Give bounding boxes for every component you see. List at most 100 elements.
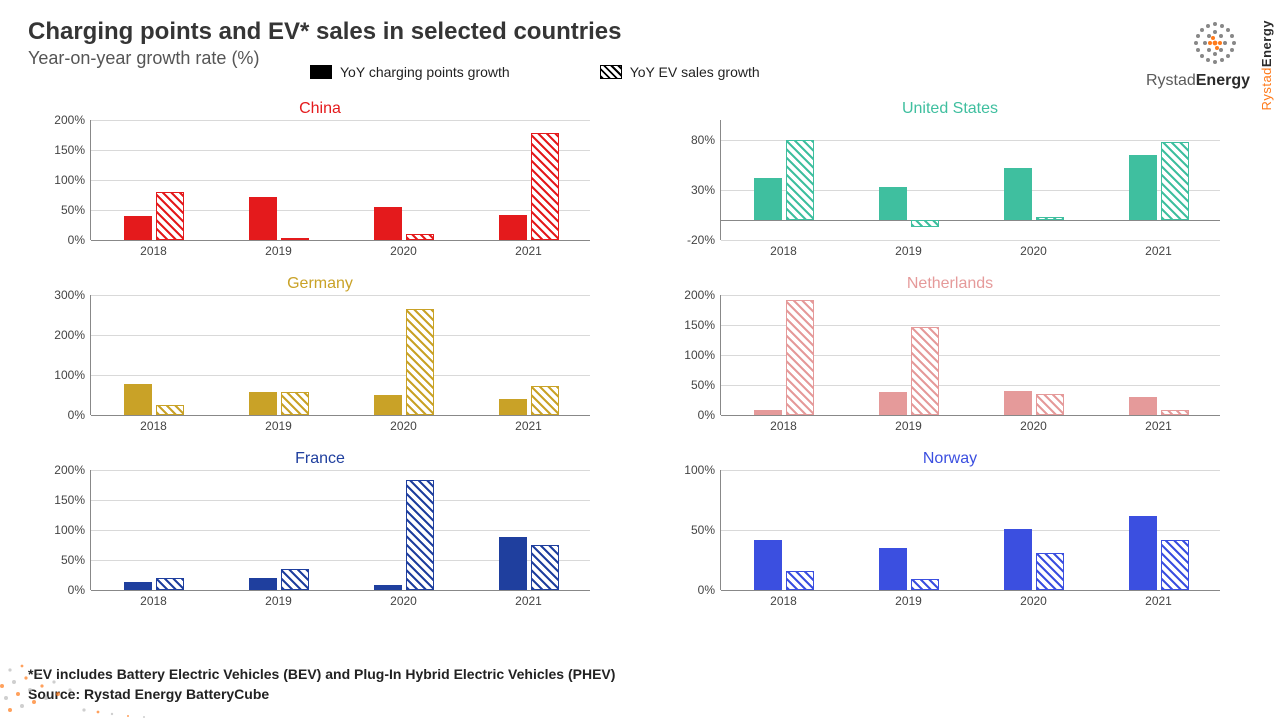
y-tick-label: 100% [684, 463, 721, 477]
y-tick-label: 0% [68, 583, 91, 597]
y-tick-label: 200% [54, 113, 91, 127]
y-tick-label: 100% [54, 173, 91, 187]
bar-charging-points [879, 392, 907, 415]
bar-charging-points [879, 187, 907, 220]
x-tick-label: 2021 [515, 415, 542, 433]
bar-group [879, 187, 939, 220]
bar-charging-points [754, 540, 782, 590]
bar-ev-sales [156, 192, 184, 240]
bar-ev-sales [156, 405, 184, 415]
gridline [721, 295, 1220, 296]
bar-group [1129, 142, 1189, 220]
globe-icon [1180, 14, 1250, 70]
page-title: Charging points and EV* sales in selecte… [28, 18, 1252, 46]
y-tick-label: 100% [684, 348, 721, 362]
plot-area: -20%30%80%2018201920202021 [720, 120, 1220, 240]
bar-charging-points [1129, 516, 1157, 590]
charts-grid: China0%50%100%150%200%2018201920202021Un… [40, 100, 1250, 615]
plot-area: 0%50%100%150%200%2018201920202021 [90, 120, 590, 240]
bar-charging-points [1004, 529, 1032, 590]
x-tick-label: 2020 [390, 590, 417, 608]
x-tick-label: 2018 [140, 590, 167, 608]
dots-deco-icon [0, 610, 220, 720]
source-line: Source: Rystad Energy BatteryCube [28, 686, 269, 702]
bar-charging-points [374, 207, 402, 240]
x-tick-label: 2019 [265, 415, 292, 433]
bar-group [124, 192, 184, 240]
bar-group [1129, 397, 1189, 415]
bar-group [499, 537, 559, 590]
legend-label-hatch: YoY EV sales growth [630, 64, 760, 80]
bar-ev-sales [406, 309, 434, 415]
bar-charging-points [499, 537, 527, 590]
bar-ev-sales [406, 480, 434, 590]
x-tick-label: 2019 [895, 415, 922, 433]
legend-item-solid: YoY charging points growth [310, 64, 510, 80]
x-tick-label: 2021 [1145, 415, 1172, 433]
x-tick-label: 2018 [770, 590, 797, 608]
bar-ev-sales [1036, 394, 1064, 415]
bar-charging-points [249, 197, 277, 240]
page-root: Charging points and EV* sales in selecte… [0, 0, 1280, 720]
y-tick-label: 200% [54, 328, 91, 342]
chart-germany: Germany0%100%200%300%2018201920202021 [40, 275, 600, 440]
gridline [91, 500, 590, 501]
x-tick-label: 2019 [265, 590, 292, 608]
bar-ev-sales [786, 300, 814, 415]
y-tick-label: 0% [698, 408, 721, 422]
x-tick-label: 2018 [770, 415, 797, 433]
bar-charging-points [249, 392, 277, 415]
chart-norway: Norway0%50%100%2018201920202021 [670, 450, 1230, 615]
bar-group [374, 309, 434, 415]
x-tick-label: 2018 [140, 415, 167, 433]
chart-title: Netherlands [670, 275, 1230, 293]
bar-group [249, 569, 309, 590]
x-tick-label: 2020 [390, 240, 417, 258]
bar-group [754, 300, 814, 415]
y-tick-label: 200% [54, 463, 91, 477]
bar-group [374, 207, 434, 240]
x-tick-label: 2018 [140, 240, 167, 258]
plot-area: 0%50%100%150%200%2018201920202021 [720, 295, 1220, 415]
bar-group [1004, 391, 1064, 415]
bar-ev-sales [531, 386, 559, 415]
bar-group [124, 384, 184, 415]
legend-swatch-solid [310, 65, 332, 79]
y-tick-label: 100% [54, 523, 91, 537]
y-tick-label: -20% [687, 233, 721, 247]
bar-ev-sales [911, 220, 939, 227]
bar-group [754, 540, 814, 590]
bar-group [124, 578, 184, 590]
bar-ev-sales [531, 545, 559, 590]
bar-ev-sales [786, 140, 814, 220]
x-tick-label: 2019 [265, 240, 292, 258]
bar-charging-points [249, 578, 277, 590]
y-tick-label: 50% [691, 523, 721, 537]
y-tick-label: 300% [54, 288, 91, 302]
x-tick-label: 2021 [515, 240, 542, 258]
chart-title: China [40, 100, 600, 118]
y-tick-label: 80% [691, 133, 721, 147]
bar-ev-sales [1161, 540, 1189, 590]
chart-title: Norway [670, 450, 1230, 468]
y-tick-label: 150% [54, 143, 91, 157]
x-tick-label: 2020 [390, 415, 417, 433]
bar-ev-sales [911, 579, 939, 590]
gridline [91, 335, 590, 336]
bar-ev-sales [281, 569, 309, 590]
y-tick-label: 150% [684, 318, 721, 332]
gridline [91, 470, 590, 471]
plot-area: 0%100%200%300%2018201920202021 [90, 295, 590, 415]
y-tick-label: 100% [54, 368, 91, 382]
bar-ev-sales [1036, 217, 1064, 220]
gridline [91, 530, 590, 531]
bar-ev-sales [1036, 553, 1064, 590]
chart-china: China 0%50%100%150%200%2018201920202021 [40, 100, 600, 265]
y-tick-label: 200% [684, 288, 721, 302]
legend-item-hatch: YoY EV sales growth [600, 64, 760, 80]
gridline [721, 470, 1220, 471]
axis-zero [721, 220, 1220, 221]
bar-group [499, 386, 559, 415]
y-tick-label: 50% [691, 378, 721, 392]
footnote: *EV includes Battery Electric Vehicles (… [28, 666, 615, 682]
